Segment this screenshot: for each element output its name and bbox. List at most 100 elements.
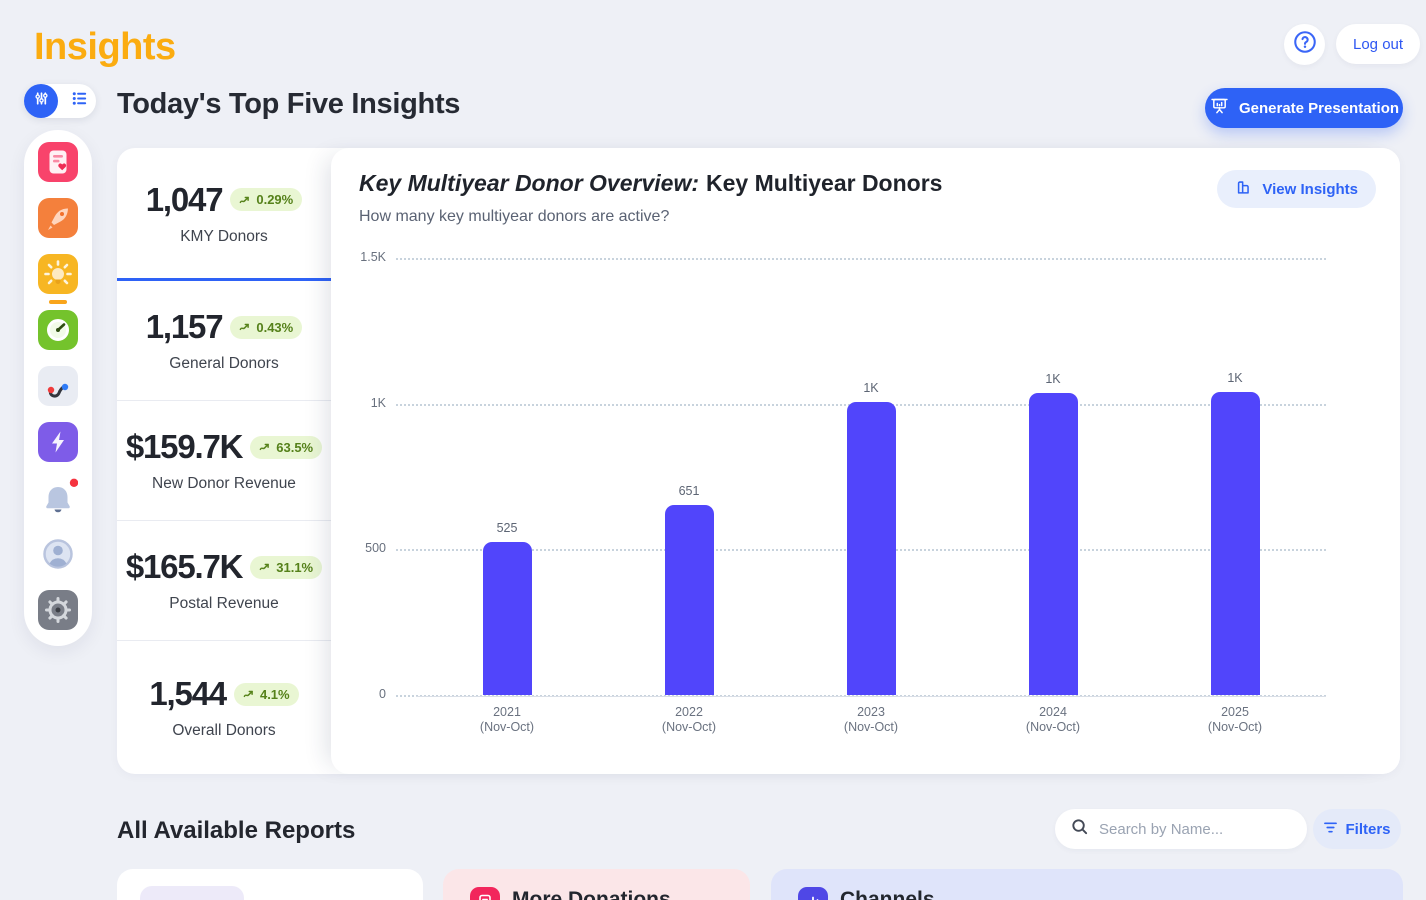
- stat-change: 4.1%: [259, 686, 290, 702]
- stat-cell-overall-donors[interactable]: 1,544 4.1% Overall Donors: [117, 641, 331, 774]
- view-insights-label: View Insights: [1262, 180, 1358, 198]
- list-view-icon: [70, 89, 89, 113]
- route-icon: [38, 366, 78, 406]
- list-view-button[interactable]: [69, 91, 89, 111]
- stats-column: 1,047 0.29% KMY Donors 1,157 0.43% Gene: [117, 148, 331, 774]
- bar-chart: 1.5K 1K 500 0 525 2021 (Nov-Oct) 651 2022 (Nov-Oc…: [331, 250, 1400, 748]
- chart-title-prefix: Key Multiyear Donor Overview:: [359, 170, 699, 196]
- stat-change: 0.43%: [256, 319, 294, 335]
- stat-change: 31.1%: [276, 559, 314, 575]
- stat-change: 63.5%: [276, 439, 314, 455]
- stat-label: General Donors: [169, 355, 279, 372]
- chart-subtitle: How many key multiyear donors are active…: [359, 208, 670, 225]
- x-axis-label: 2024 (Nov-Oct): [1025, 705, 1081, 734]
- insight-heading: Key Multiyear Donor Overview: Key Multiye…: [359, 170, 942, 226]
- stat-value: 1,157: [145, 308, 224, 345]
- report-card-more-donations[interactable]: More Donations: [443, 869, 750, 900]
- report-search: [1055, 809, 1307, 849]
- bar-value-label: 1K: [1045, 372, 1061, 387]
- sidebar: [24, 130, 92, 646]
- search-input[interactable]: [1099, 820, 1279, 838]
- bar-value-label: 525: [496, 521, 518, 536]
- x-axis-label: 2022 (Nov-Oct): [661, 705, 717, 734]
- stat-cell-kmy-donors[interactable]: 1,047 0.29% KMY Donors: [117, 148, 331, 281]
- trend-badge: 63.5%: [250, 435, 323, 459]
- trend-badge: 31.1%: [250, 555, 323, 579]
- chart-title-suffix: Key Multiyear Donors: [706, 170, 943, 196]
- app-logo: Insights: [34, 26, 176, 68]
- generate-presentation-button[interactable]: Generate Presentation: [1205, 88, 1403, 128]
- stat-cell-new-donor-revenue[interactable]: $159.7K 63.5% New Donor Revenue: [117, 401, 331, 521]
- sidebar-item-settings[interactable]: [38, 590, 78, 630]
- y-axis-tick: 1.5K: [360, 250, 386, 264]
- trend-badge: 0.29%: [230, 188, 303, 211]
- sidebar-item-insights[interactable]: [38, 254, 78, 294]
- rocket-icon: [38, 198, 78, 238]
- sidebar-item-notifications[interactable]: [38, 478, 78, 518]
- gauge-icon: [38, 310, 78, 350]
- view-toggle: [24, 84, 96, 118]
- x-axis-label: 2021 (Nov-Oct): [479, 705, 535, 734]
- x-axis-label: 2025 (Nov-Oct): [1207, 705, 1263, 734]
- stat-label: KMY Donors: [180, 227, 268, 245]
- bar-2021[interactable]: [482, 542, 532, 695]
- y-axis-tick: 500: [365, 541, 386, 556]
- logout-label: Log out: [1353, 35, 1404, 53]
- lightbulb-icon: [38, 254, 78, 294]
- filters-label: Filters: [1345, 820, 1391, 838]
- search-icon: [1070, 817, 1089, 841]
- x-axis-line: [416, 696, 1326, 697]
- stat-cell-general-donors[interactable]: 1,157 0.43% General Donors: [117, 281, 331, 401]
- chart-title: Key Multiyear Donor Overview: Key Multiye…: [359, 170, 942, 197]
- bar-2025[interactable]: [1210, 392, 1260, 695]
- logout-button[interactable]: Log out: [1336, 24, 1421, 64]
- sidebar-item-reports[interactable]: [38, 142, 78, 182]
- stat-value: $159.7K: [125, 428, 244, 465]
- gear-icon: [38, 590, 78, 630]
- bar-chart-icon: [1235, 178, 1253, 200]
- sidebar-item-journeys[interactable]: [38, 366, 78, 406]
- y-axis-tick: 0: [379, 687, 386, 701]
- trend-badge: 4.1%: [233, 682, 299, 706]
- filters-button[interactable]: Filters: [1313, 809, 1401, 849]
- grid-view-button[interactable]: [24, 84, 58, 118]
- user-icon: [38, 534, 78, 574]
- bar-value-label: 1K: [863, 381, 879, 396]
- sidebar-item-performance[interactable]: [38, 310, 78, 350]
- trending-up-icon: [240, 196, 250, 203]
- insight-chart-panel: Key Multiyear Donor Overview: Key Multiye…: [331, 148, 1400, 774]
- stat-label: Overall Donors: [172, 722, 276, 739]
- stat-change: 0.29%: [256, 192, 294, 207]
- report-card-loading[interactable]: [117, 869, 423, 900]
- help-button[interactable]: [1284, 24, 1325, 65]
- sidebar-item-profile[interactable]: [38, 534, 78, 574]
- bar-2023[interactable]: [846, 402, 896, 695]
- lightning-icon: [38, 422, 78, 462]
- presentation-icon: [1209, 96, 1230, 121]
- bar-value-label: 1K: [1227, 371, 1243, 385]
- bar-2024[interactable]: [1028, 393, 1078, 695]
- y-axis-tick: 1K: [370, 395, 386, 410]
- trending-up-icon: [259, 443, 270, 451]
- sidebar-item-launch[interactable]: [38, 198, 78, 238]
- stats-view-icon: [32, 89, 51, 113]
- stat-value: 1,047: [145, 180, 224, 218]
- report-card-title: More Donations: [512, 888, 671, 900]
- bar-2022[interactable]: [664, 505, 714, 695]
- filter-lines-icon: [1323, 821, 1338, 838]
- reports-section-title: All Available Reports: [117, 817, 356, 844]
- generate-presentation-label: Generate Presentation: [1238, 99, 1400, 117]
- gridline: [396, 258, 1326, 260]
- trending-up-icon: [240, 323, 250, 331]
- stat-label: Postal Revenue: [169, 595, 279, 612]
- stat-cell-postal-revenue[interactable]: $165.7K 31.1% Postal Revenue: [117, 521, 331, 641]
- stat-value: $165.7K: [125, 548, 244, 585]
- report-heart-icon: [38, 142, 78, 182]
- view-insights-button[interactable]: View Insights: [1217, 170, 1376, 208]
- bell-icon: [38, 478, 78, 518]
- sidebar-item-actions[interactable]: [38, 422, 78, 462]
- chart-icon: [798, 887, 828, 900]
- x-axis-label: 2023 (Nov-Oct): [843, 705, 899, 734]
- report-card-channels[interactable]: Channels: [771, 869, 1403, 900]
- bar-value-label: 651: [678, 484, 700, 499]
